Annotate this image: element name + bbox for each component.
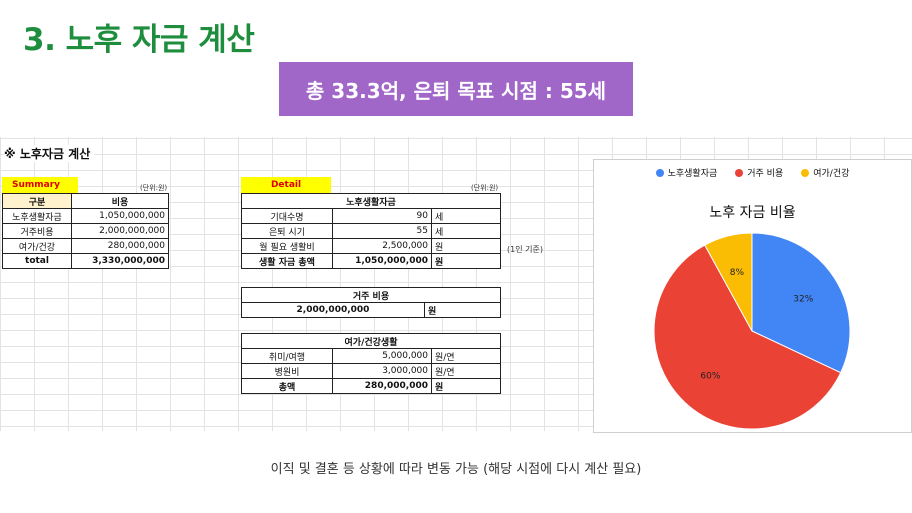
footer-note: 이직 및 결혼 등 상황에 따라 변동 가능 (해당 시점에 다시 계산 필요): [270, 462, 642, 477]
summary-header-category: 구분: [2, 193, 72, 209]
living-total-value: 1,050,000,000: [332, 253, 432, 269]
table-row: 취미/여행 5,000,000 원/연: [241, 348, 501, 364]
detail-unit: (단위:원): [471, 184, 499, 192]
table-row: 병원비 3,000,000 원/연: [241, 363, 501, 379]
table-row: total 3,330,000,000: [2, 253, 169, 269]
leisure-total-value: 280,000,000: [332, 378, 432, 394]
living-label: 월 필요 생활비: [241, 238, 333, 254]
leisure-unit: 원/연: [431, 363, 501, 379]
table-row: 2,000,000,000 원: [241, 302, 501, 318]
pie-label-0: 32%: [793, 294, 813, 304]
page-title: 3. 노후 자금 계산: [23, 22, 255, 58]
legend-swatch-0: [655, 168, 664, 177]
living-label: 기대수명: [241, 208, 333, 224]
housing-title: 거주 비용: [241, 287, 501, 303]
pie-slice-0[interactable]: [751, 232, 851, 374]
pie-chart[interactable]: 노후생활자금 거주 비용 여가/건강 노후 자금 비율 32% 60% 8%: [593, 159, 912, 433]
detail-tag: Detail: [241, 177, 331, 193]
living-value: 2,500,000: [332, 238, 432, 254]
legend-swatch-2: [801, 168, 810, 177]
living-title: 노후생활자금: [241, 193, 501, 209]
summary-table: 구분 비용 노후생활자금 1,050,000,000 거주비용 2,000,00…: [2, 193, 169, 269]
table-row: 총액 280,000,000 원: [241, 378, 501, 394]
legend-label: 여가/건강: [813, 169, 850, 179]
leisure-unit: 원/연: [431, 348, 501, 364]
per-person-note: (1인 기준): [507, 245, 543, 254]
summary-label: 노후생활자금: [2, 208, 72, 224]
living-total-unit: 원: [431, 253, 501, 269]
leisure-total-unit: 원: [431, 378, 501, 394]
leisure-total-label: 총액: [241, 378, 333, 394]
summary-value: 2,000,000,000: [71, 223, 169, 239]
housing-unit: 원: [424, 302, 501, 318]
living-unit: 세: [431, 208, 501, 224]
table-row: 노후생활자금 1,050,000,000: [2, 208, 169, 224]
summary-header-cost: 비용: [71, 193, 169, 209]
pie-label-1: 60%: [700, 371, 720, 381]
table-row: 은퇴 시기 55 세: [241, 223, 501, 239]
chart-legend: 노후생활자금 거주 비용 여가/건강: [594, 166, 911, 179]
summary-label: 거주비용: [2, 223, 72, 239]
pie-slice-2[interactable]: [704, 232, 753, 332]
summary-value: 1,050,000,000: [71, 208, 169, 224]
table-row: 월 필요 생활비 2,500,000 원: [241, 238, 501, 254]
leisure-label: 취미/여행: [241, 348, 333, 364]
legend-item: 거주 비용: [735, 166, 783, 179]
leisure-table: 여가/건강생활 취미/여행 5,000,000 원/연 병원비 3,000,00…: [241, 333, 501, 394]
living-total-label: 생활 자금 총액: [241, 253, 333, 269]
leisure-title: 여가/건강생활: [241, 333, 501, 349]
table-row: 여가/건강 280,000,000: [2, 238, 169, 254]
living-value: 90: [332, 208, 432, 224]
housing-value: 2,000,000,000: [241, 302, 425, 318]
summary-label: 여가/건강: [2, 238, 72, 254]
summary-total-label: total: [2, 253, 72, 269]
pie-slice-1[interactable]: [653, 244, 842, 430]
leisure-label: 병원비: [241, 363, 333, 379]
legend-label: 노후생활자금: [667, 169, 718, 179]
living-unit: 원: [431, 238, 501, 254]
living-value: 55: [332, 223, 432, 239]
table-row: 생활 자금 총액 1,050,000,000 원: [241, 253, 501, 269]
legend-item: 노후생활자금: [655, 166, 718, 179]
leisure-value: 3,000,000: [332, 363, 432, 379]
legend-swatch-1: [735, 168, 744, 177]
pie-label-2: 8%: [730, 268, 745, 278]
summary-banner: 총 33.3억, 은퇴 목표 시점 : 55세: [279, 62, 633, 116]
living-label: 은퇴 시기: [241, 223, 333, 239]
living-unit: 세: [431, 223, 501, 239]
summary-value: 280,000,000: [71, 238, 169, 254]
living-table: 노후생활자금 기대수명 90 세 은퇴 시기 55 세 월 필요 생활비 2,5…: [241, 193, 501, 269]
housing-table: 거주 비용 2,000,000,000 원: [241, 287, 501, 318]
legend-item: 여가/건강: [801, 166, 849, 179]
pie-svg: 32% 60% 8%: [653, 232, 851, 430]
summary-unit: (단위:원): [140, 184, 168, 192]
summary-total-value: 3,330,000,000: [71, 253, 169, 269]
sheet-title: ※ 노후자금 계산: [4, 145, 95, 162]
leisure-value: 5,000,000: [332, 348, 432, 364]
table-row: 거주비용 2,000,000,000: [2, 223, 169, 239]
table-row: 기대수명 90 세: [241, 208, 501, 224]
chart-title: 노후 자금 비율: [709, 205, 796, 221]
summary-tag: Summary: [2, 177, 78, 193]
legend-label: 거주 비용: [747, 169, 784, 179]
